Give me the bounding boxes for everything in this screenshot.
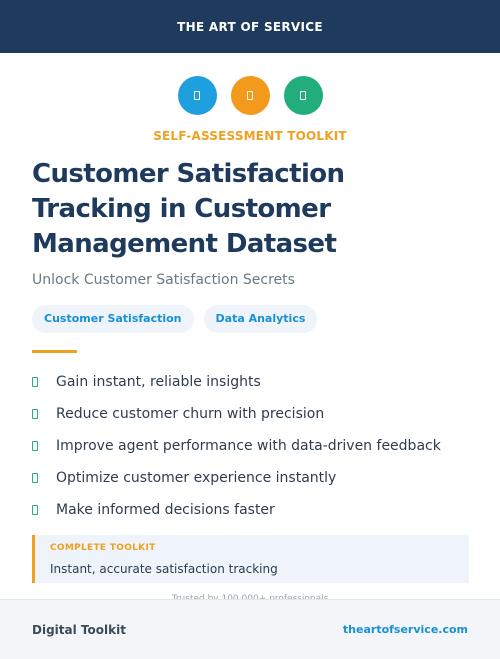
blue-document-icon [177,76,217,115]
check-icon [32,441,38,451]
check-icon [32,377,38,387]
benefit-text: Gain instant, reliable insights [56,374,261,390]
icon-row [0,76,500,115]
benefit-item: Gain instant, reliable insights [32,366,472,398]
benefit-list: Gain instant, reliable insights Reduce c… [32,366,472,526]
brand-name: THE ART OF SERVICE [177,19,323,34]
footer-bar: Digital Toolkit theartofservice.com [0,599,500,659]
benefit-item: Make informed decisions faster [32,494,472,526]
website-link[interactable]: theartofservice.com [342,623,468,636]
callout-label: COMPLETE TOOLKIT [50,543,156,553]
green-document-icon [283,76,323,115]
check-icon [32,409,38,419]
header-band: THE ART OF SERVICE [0,0,500,53]
toolkit-callout: COMPLETE TOOLKIT Instant, accurate satis… [32,535,469,583]
accent-divider [32,350,77,353]
benefit-text: Improve agent performance with data-driv… [56,438,441,454]
orange-document-icon [230,76,270,115]
trusted-note: Trusted by 100,000+ professionals [171,594,329,601]
check-icon [32,505,38,515]
eyebrow-label: SELF-ASSESSMENT TOOLKIT [153,129,347,143]
benefit-item: Reduce customer churn with precision [32,398,472,430]
tag-customer-satisfaction: Customer Satisfaction [32,305,194,333]
benefit-item: Improve agent performance with data-driv… [32,430,472,462]
tag-list: Customer Satisfaction Data Analytics [32,305,318,333]
page-title: Customer Satisfaction Tracking in Custom… [32,159,345,259]
page-subtitle: Unlock Customer Satisfaction Secrets [32,272,295,288]
benefit-item: Optimize customer experience instantly [32,462,472,494]
benefit-text: Reduce customer churn with precision [56,406,325,422]
benefit-text: Make informed decisions faster [56,502,275,518]
footer-label: Digital Toolkit [32,622,126,637]
benefit-text: Optimize customer experience instantly [56,470,337,486]
check-icon [32,473,38,483]
tag-data-analytics: Data Analytics [203,305,318,333]
callout-text: Instant, accurate satisfaction tracking [50,562,278,576]
